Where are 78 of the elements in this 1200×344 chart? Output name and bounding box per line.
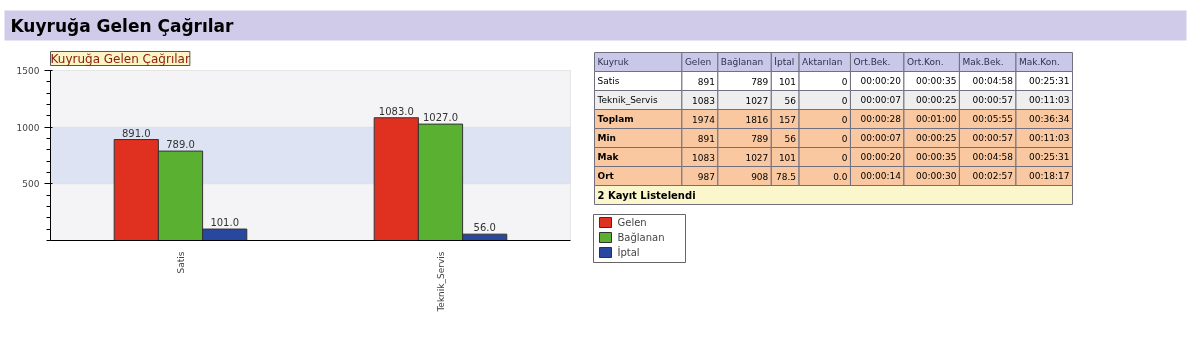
text: 00:00:57 [972,95,1013,105]
text: 00:00:07 [860,133,901,143]
text: 00:00:28 [860,114,901,124]
data-label: 891.0 [121,127,151,139]
data-label: 1027.0 [423,112,458,124]
text: 2 Kayıt Listelendi [597,189,696,201]
text: 00:00:25 [916,133,957,143]
text: 101 [778,76,797,87]
text: 1083 [691,95,715,106]
text: 00:11:03 [1029,133,1070,143]
legend-label: Gelen [617,217,647,228]
text: 00:00:20 [860,152,901,162]
text: 0 [841,76,848,87]
text: 789 [751,133,769,144]
category-label: Min [597,133,616,143]
data-label: 101.0 [210,217,240,229]
y-tick-label: 1000 [16,122,40,133]
y-tick-label: 1500 [16,66,40,76]
text: 1027 [745,95,769,106]
chart-title: Kuyruğa Gelen Çağrılar [50,51,190,66]
category-label: İptal [774,57,795,67]
data-label: 789.0 [166,139,195,151]
text: 78.5 [776,171,797,182]
text: 00:04:58 [972,76,1013,86]
category-label: Aktarılan [802,57,843,67]
text: 157 [778,114,797,125]
category-label: Ort [597,171,614,181]
category-label: Gelen [684,57,712,67]
category-label: Ort.Bek. [853,57,891,67]
text: 1816 [745,114,769,125]
text: 00:00:07 [860,95,901,105]
text: 00:36:34 [1029,114,1070,124]
text: 00:04:58 [972,152,1013,162]
text: Kuyruğa Gelen Çağrılar [10,15,235,36]
category-label: Kuyruk [597,57,630,67]
text: 00:00:14 [860,171,901,181]
category-label: Satis [597,76,620,86]
text: 00:00:57 [972,133,1013,143]
text: 1083 [691,152,715,163]
text: 00:00:25 [916,95,957,105]
text: 00:11:03 [1029,95,1070,105]
text: 56 [784,133,797,144]
text: 00:00:20 [860,76,901,86]
text: 00:25:31 [1029,152,1070,162]
text: 56 [784,95,797,106]
data-label: 1083.0 [378,105,414,117]
text: 00:18:17 [1029,171,1070,181]
text: 00:01:00 [916,114,957,124]
text: 891 [697,133,715,144]
text: 00:02:57 [972,171,1013,181]
text: 0.0 [833,171,848,182]
text: 891 [697,76,715,87]
text: 1974 [691,114,715,125]
y-tick-label: 500 [22,179,40,190]
text: 789 [751,76,769,87]
text: 0 [841,152,848,163]
category-label: Mak.Bek. [962,57,1004,67]
category-label: Mak [597,152,619,162]
category-label: Teknik_Servis [597,95,658,105]
data-label: 56.0 [473,222,496,234]
text: 1027 [745,152,769,163]
category-label: Ort.Kon. [906,57,944,67]
text: 00:25:31 [1029,76,1070,86]
text: 0 [841,114,848,125]
category-label: Toplam [597,114,634,124]
text: 00:00:35 [916,76,957,86]
category-label: Mak.Kon. [1018,57,1060,67]
text: 908 [751,171,769,182]
text: 00:05:55 [972,114,1013,124]
text: 0 [841,133,848,144]
text: 0 [841,95,848,106]
text: 00:00:35 [916,152,957,162]
legend-label: Bağlanan [617,232,665,243]
text: 987 [697,171,715,182]
text: 00:00:30 [916,171,957,181]
legend-label: İptal [617,246,640,258]
category-label: Bağlanan [720,57,764,67]
text: 101 [778,152,797,163]
